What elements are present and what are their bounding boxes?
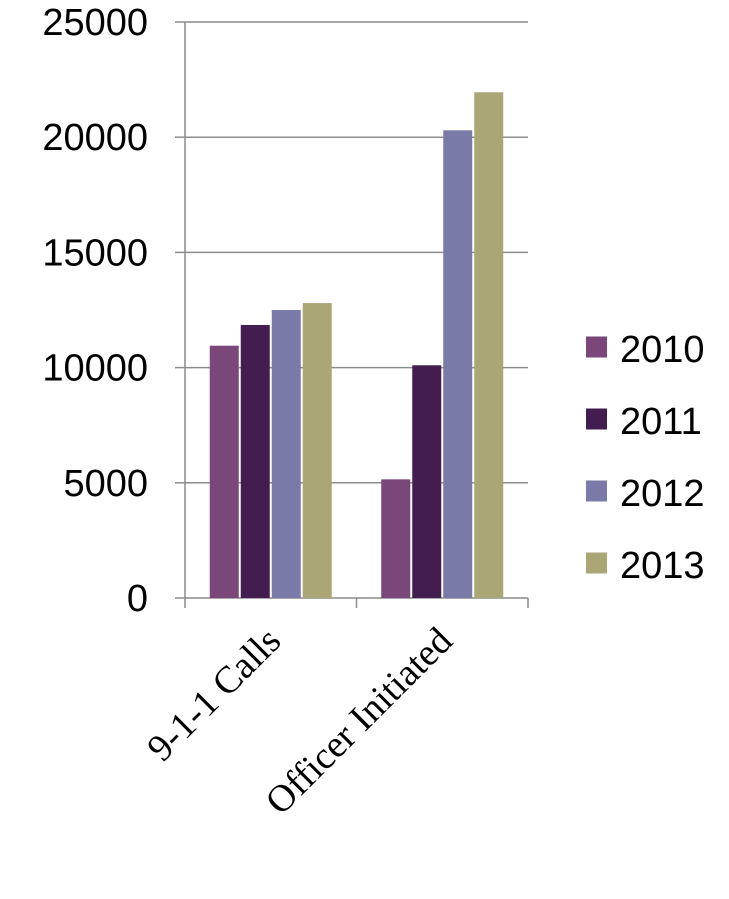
y-tick-label: 5000: [63, 463, 148, 505]
legend-swatch-2013: [586, 552, 607, 574]
y-tick-label: 25000: [42, 2, 148, 44]
y-tick-label: 10000: [42, 348, 148, 390]
legend: 2010 2011 2012 2013: [586, 329, 705, 587]
legend-label-2010: 2010: [620, 329, 705, 371]
bar-2011-9-1-1-calls: [240, 324, 270, 598]
legend-swatch-2012: [586, 480, 607, 502]
y-tick-label: 15000: [42, 232, 148, 274]
bar-2013-officer-initiated: [474, 92, 504, 598]
bar-2012-officer-initiated: [443, 130, 473, 598]
y-tick-label: 20000: [42, 117, 148, 159]
bar-2011-officer-initiated: [412, 365, 442, 598]
legend-label-2011: 2011: [620, 401, 702, 443]
bar-2013-9-1-1-calls: [302, 303, 332, 598]
legend-label-2012: 2012: [620, 473, 705, 515]
y-tick-label: 0: [127, 578, 148, 620]
bar-2010-officer-initiated: [381, 479, 411, 598]
bars: [209, 92, 504, 598]
legend-label-2013: 2013: [620, 545, 705, 587]
x-category-label: 9-1-1 Calls: [139, 620, 289, 770]
bar-2010-9-1-1-calls: [209, 345, 239, 598]
bar-2012-9-1-1-calls: [271, 310, 301, 598]
legend-swatch-2010: [586, 336, 607, 358]
legend-swatch-2011: [586, 408, 607, 430]
y-axis-tick-labels: 0 5000 10000 15000 20000 25000: [42, 2, 148, 620]
